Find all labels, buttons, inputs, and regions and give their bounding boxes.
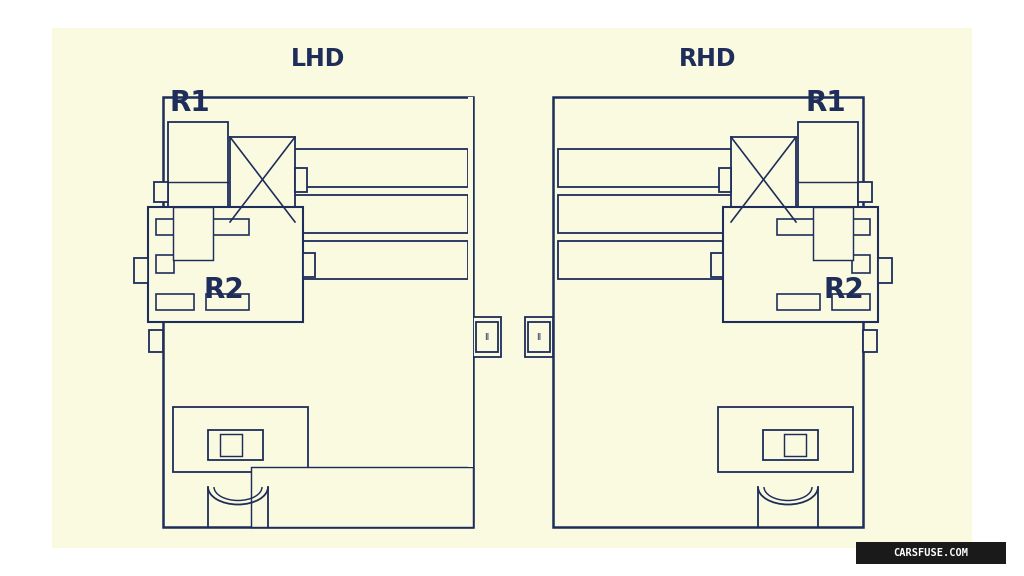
Bar (156, 219, 194, 235)
Bar (208, 430, 263, 460)
Bar (852, 255, 870, 272)
Bar (784, 434, 806, 456)
Bar (156, 255, 174, 272)
Bar (723, 207, 878, 322)
Bar (813, 207, 853, 260)
Bar (134, 257, 148, 282)
Text: LHD: LHD (291, 47, 345, 71)
Text: R2: R2 (203, 276, 244, 304)
Bar (763, 430, 818, 460)
Bar (711, 252, 723, 276)
Text: RHD: RHD (679, 47, 736, 71)
Text: II: II (537, 332, 542, 342)
Bar (468, 97, 473, 467)
Text: II: II (484, 332, 489, 342)
Text: CARSFUSE.COM: CARSFUSE.COM (894, 548, 969, 558)
Bar (525, 317, 553, 357)
Bar (831, 294, 870, 310)
Bar (256, 149, 468, 187)
Bar (256, 195, 468, 233)
Bar (168, 122, 228, 242)
Bar (150, 330, 163, 352)
Bar (173, 407, 308, 472)
Text: R2: R2 (823, 276, 864, 304)
Bar (251, 467, 473, 527)
Bar (858, 182, 872, 202)
Bar (528, 322, 550, 352)
Bar (798, 122, 858, 242)
Bar (731, 137, 796, 222)
Bar (148, 207, 303, 322)
Text: R1: R1 (170, 89, 211, 117)
Bar (558, 195, 770, 233)
Bar (206, 219, 249, 235)
Bar (206, 294, 249, 310)
Bar (163, 97, 473, 527)
Bar (183, 242, 213, 260)
Bar (558, 241, 770, 279)
Bar (558, 149, 770, 187)
Bar (220, 434, 242, 456)
Bar (777, 294, 820, 310)
Bar (173, 207, 213, 260)
Bar (777, 219, 820, 235)
Bar (856, 542, 1006, 564)
Bar (719, 168, 731, 191)
Bar (295, 168, 307, 191)
Bar (52, 28, 972, 548)
Bar (553, 97, 863, 527)
Bar (473, 317, 501, 357)
Bar (813, 242, 843, 260)
Bar (878, 257, 892, 282)
Text: R1: R1 (806, 89, 847, 117)
Bar (476, 322, 498, 352)
Bar (863, 330, 877, 352)
Bar (718, 407, 853, 472)
Bar (256, 241, 468, 279)
Bar (154, 182, 168, 202)
Bar (156, 294, 194, 310)
Bar (303, 252, 315, 276)
Bar (831, 219, 870, 235)
Bar (230, 137, 295, 222)
